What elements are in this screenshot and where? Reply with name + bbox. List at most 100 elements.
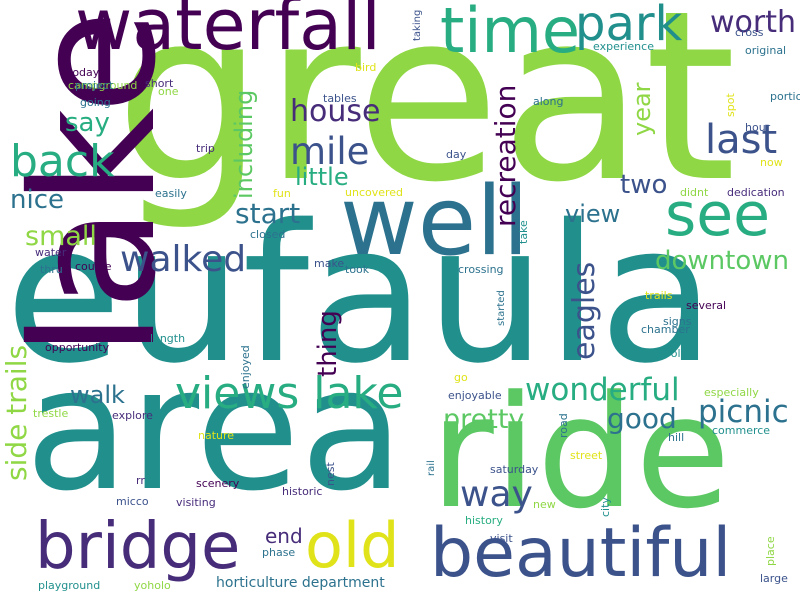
cloud-word: visit [490,532,513,545]
cloud-word: picnic [698,394,789,430]
cloud-word: hour [745,121,771,134]
cloud-word: view [565,200,621,228]
cloud-word: especially [704,386,759,399]
cloud-word: good [607,402,677,435]
cloud-word: going [80,96,111,109]
cloud-word: mile [290,130,370,173]
cloud-word: place [764,536,777,566]
cloud-word: length [150,332,186,345]
cloud-word: spot [724,93,737,117]
cloud-word: short [145,77,174,90]
cloud-word: trails [645,289,673,302]
cloud-word: recreation [489,84,522,227]
cloud-word: couple [75,260,112,273]
cloud-word: campground [68,79,138,92]
cloud-word: took [345,263,370,276]
cloud-word: little [295,163,349,191]
cloud-word: enjoyable [448,389,502,402]
cloud-word: chamber [641,323,690,336]
cloud-word: end [265,524,303,548]
cloud-word: today [68,66,100,79]
cloud-word: cross [735,26,764,39]
cloud-word: bridge [35,510,241,584]
cloud-word: park [575,0,683,52]
cloud-word: project [75,79,114,92]
cloud-word: ride [430,362,731,543]
cloud-word: fun [273,187,291,200]
cloud-word: explore [112,409,153,422]
cloud-word: one [158,85,179,98]
cloud-word: uncovered [345,186,404,199]
cloud-word: historic [282,485,323,498]
cloud-word: several [686,299,727,312]
cloud-word: trip [196,142,215,155]
cloud-word: cool [658,347,681,360]
cloud-word: last [705,117,778,163]
cloud-word: commerce [712,424,771,437]
cloud-word: back [10,136,115,187]
cloud-word: nest [324,462,337,486]
cloud-word: history [465,514,503,527]
cloud-word: walked [120,239,247,280]
cloud-word: day [446,148,467,161]
cloud-word: nice [10,185,64,215]
cloud-word: see [665,180,771,250]
cloud-word: worth [710,5,797,40]
cloud-word: two [620,170,668,200]
cloud-word: nature [198,429,235,442]
cloud-word: tables [323,92,357,105]
cloud-word: area [25,331,405,529]
cloud-word: city [599,497,612,517]
cloud-word: wonderful [525,372,680,408]
cloud-word: started [496,290,507,326]
cloud-word: bird [355,61,377,74]
cloud-word: easily [155,187,187,200]
cloud-word: along [533,95,564,108]
cloud-word: visiting [176,496,216,509]
cloud-word: hill [668,431,685,444]
cloud-word: well [340,167,529,277]
cloud-word: now [760,156,783,169]
cloud-word: take [517,220,530,244]
cloud-word: playground [38,579,101,592]
cloud-word: dedication [727,186,785,199]
cloud-word: say [65,108,110,138]
cloud-word: rail [426,460,437,476]
cloud-word: waterfall [75,0,381,66]
cloud-word: water [35,246,67,259]
cloud-word: beautiful [430,514,732,593]
cloud-word: thing [313,310,343,377]
cloud-word: opportunity [45,341,110,354]
cloud-word: great [115,0,737,234]
cloud-word: large [760,572,788,585]
cloud-word: taking [412,9,423,41]
cloud-word: didnt [680,186,709,199]
cloud-word: experience [593,40,654,53]
cloud-word: views lake [175,368,404,419]
cloud-word: including [230,89,258,199]
cloud-word: scenery [196,477,240,490]
cloud-word: rr [136,474,145,487]
cloud-word: enjoyed [239,345,252,389]
cloud-word: small [25,221,97,252]
cloud-word: time [440,0,581,67]
cloud-word: walk [70,381,125,409]
cloud-word: original [745,44,787,57]
cloud-word: eagles [567,261,602,360]
cloud-word: house [290,94,381,129]
cloud-word: start [235,197,301,230]
cloud-word: new [533,498,556,511]
cloud-word: micco [116,495,149,508]
cloud-word: crossing [458,263,504,276]
cloud-word: thru [40,263,63,276]
cloud-word: portion [770,90,800,103]
cloud-word: saturday [490,463,539,476]
cloud-word: street [570,449,603,462]
cloud-word: phase [262,546,296,559]
cloud-word: make [314,257,345,270]
cloud-word: yoholo [134,579,171,592]
cloud-word: road [557,413,570,438]
cloud-word: go [454,371,468,384]
cloud-word: way [460,474,533,515]
cloud-word: downtown [655,246,789,276]
